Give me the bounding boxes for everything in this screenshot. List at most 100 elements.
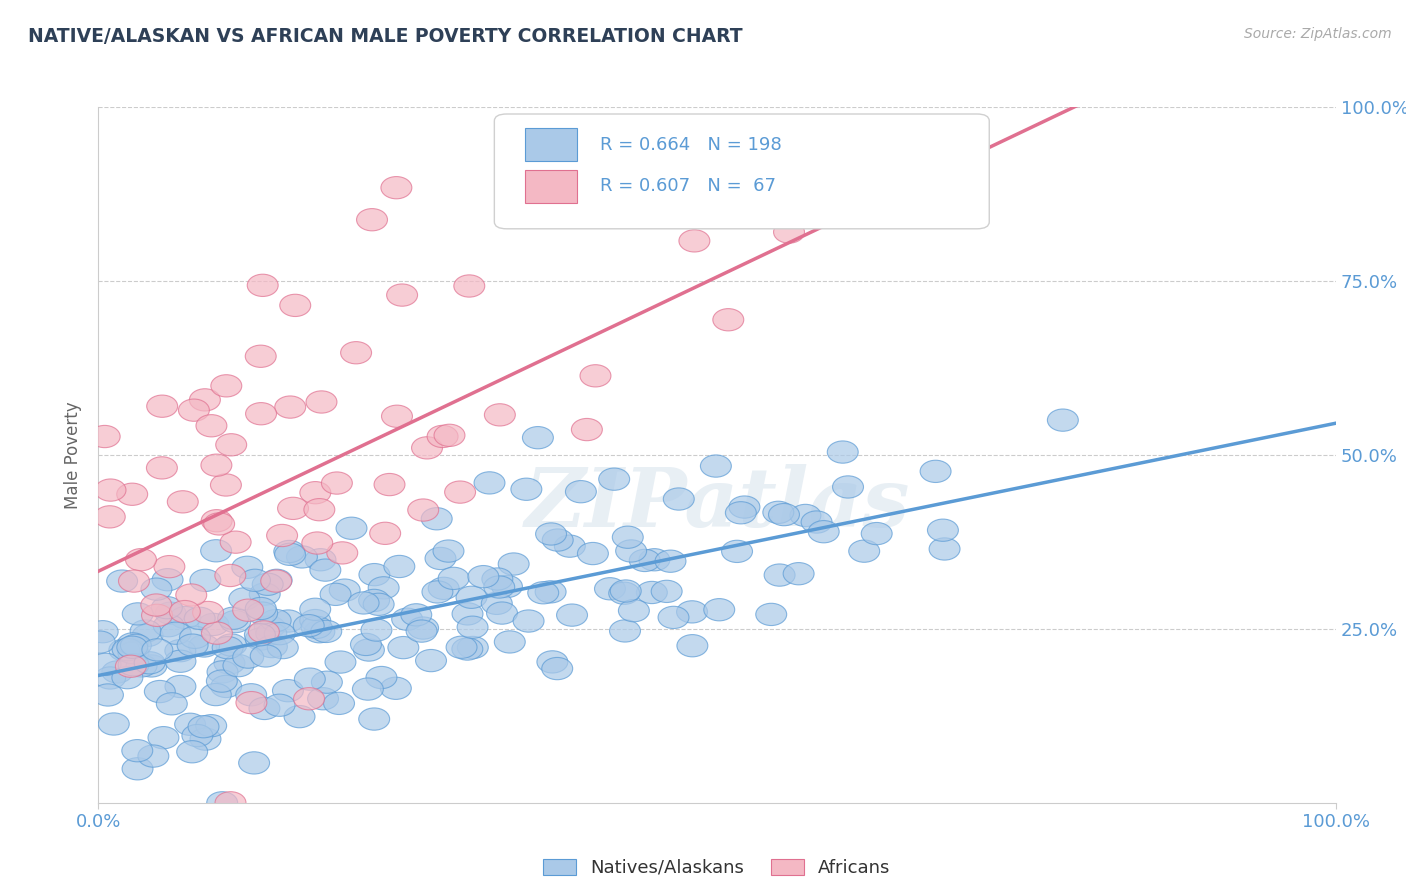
Ellipse shape [763, 501, 794, 524]
Ellipse shape [273, 610, 304, 632]
Ellipse shape [832, 475, 863, 498]
Y-axis label: Male Poverty: Male Poverty [65, 401, 83, 508]
Ellipse shape [98, 713, 129, 735]
Ellipse shape [90, 653, 121, 675]
Ellipse shape [599, 468, 630, 491]
Ellipse shape [384, 556, 415, 578]
FancyBboxPatch shape [495, 114, 990, 229]
Ellipse shape [141, 578, 172, 600]
Ellipse shape [527, 582, 558, 604]
Ellipse shape [609, 582, 640, 605]
Ellipse shape [299, 599, 330, 621]
Ellipse shape [153, 556, 184, 578]
Ellipse shape [305, 549, 336, 571]
Ellipse shape [326, 541, 357, 564]
Ellipse shape [387, 284, 418, 306]
Ellipse shape [245, 624, 276, 646]
Ellipse shape [350, 633, 381, 656]
Ellipse shape [142, 639, 173, 661]
Ellipse shape [229, 588, 260, 610]
Ellipse shape [484, 576, 515, 599]
Ellipse shape [245, 598, 276, 620]
Ellipse shape [304, 499, 335, 521]
Text: R = 0.664   N = 198: R = 0.664 N = 198 [599, 136, 782, 153]
Ellipse shape [201, 540, 232, 562]
Ellipse shape [260, 570, 291, 592]
Ellipse shape [201, 622, 232, 644]
Ellipse shape [304, 621, 335, 643]
Ellipse shape [323, 692, 354, 714]
Ellipse shape [361, 619, 392, 641]
Ellipse shape [232, 557, 263, 578]
Ellipse shape [783, 563, 814, 585]
Ellipse shape [112, 666, 143, 689]
Ellipse shape [256, 635, 287, 657]
Ellipse shape [353, 678, 384, 700]
Ellipse shape [541, 657, 572, 680]
Ellipse shape [214, 652, 245, 674]
Ellipse shape [245, 345, 276, 368]
Ellipse shape [211, 675, 242, 698]
Ellipse shape [122, 603, 153, 625]
Ellipse shape [651, 580, 682, 602]
Ellipse shape [523, 426, 554, 449]
Ellipse shape [215, 792, 246, 814]
Ellipse shape [160, 622, 191, 644]
Ellipse shape [112, 639, 143, 661]
Ellipse shape [179, 399, 209, 421]
Ellipse shape [610, 580, 641, 602]
Ellipse shape [233, 646, 264, 668]
Ellipse shape [537, 651, 568, 673]
Ellipse shape [274, 543, 305, 566]
Ellipse shape [252, 574, 283, 596]
Ellipse shape [434, 425, 465, 447]
Ellipse shape [245, 628, 276, 650]
Ellipse shape [177, 634, 208, 657]
Ellipse shape [368, 577, 399, 599]
Ellipse shape [170, 607, 201, 629]
Ellipse shape [131, 620, 162, 642]
Ellipse shape [446, 636, 477, 658]
Ellipse shape [274, 396, 305, 418]
Ellipse shape [118, 570, 149, 592]
Ellipse shape [433, 540, 464, 562]
Ellipse shape [146, 395, 177, 417]
Ellipse shape [444, 481, 475, 503]
Ellipse shape [247, 274, 278, 296]
Ellipse shape [287, 546, 318, 568]
Ellipse shape [121, 634, 152, 657]
Ellipse shape [204, 513, 235, 535]
Ellipse shape [374, 474, 405, 496]
Ellipse shape [492, 575, 523, 598]
Ellipse shape [381, 677, 412, 699]
Ellipse shape [408, 499, 439, 521]
Ellipse shape [790, 504, 821, 526]
Ellipse shape [299, 482, 330, 504]
Ellipse shape [87, 621, 118, 643]
Ellipse shape [107, 570, 138, 592]
FancyBboxPatch shape [526, 169, 578, 203]
Text: NATIVE/ALASKAN VS AFRICAN MALE POVERTY CORRELATION CHART: NATIVE/ALASKAN VS AFRICAN MALE POVERTY C… [28, 27, 742, 45]
Ellipse shape [658, 607, 689, 629]
Ellipse shape [254, 615, 285, 638]
Ellipse shape [862, 523, 893, 545]
Ellipse shape [543, 529, 574, 551]
Ellipse shape [513, 610, 544, 632]
Ellipse shape [453, 603, 484, 625]
Ellipse shape [215, 565, 246, 587]
Ellipse shape [451, 638, 482, 660]
Ellipse shape [510, 478, 541, 500]
Ellipse shape [329, 579, 360, 601]
Ellipse shape [370, 522, 401, 544]
Text: ZIPatlas: ZIPatlas [524, 464, 910, 543]
Ellipse shape [274, 541, 305, 563]
Ellipse shape [388, 637, 419, 658]
Ellipse shape [267, 524, 298, 547]
Ellipse shape [359, 708, 389, 731]
Ellipse shape [309, 559, 340, 582]
Ellipse shape [536, 523, 567, 545]
Ellipse shape [273, 680, 304, 702]
Ellipse shape [155, 602, 186, 624]
Ellipse shape [165, 640, 195, 662]
Legend: Natives/Alaskans, Africans: Natives/Alaskans, Africans [536, 852, 898, 884]
